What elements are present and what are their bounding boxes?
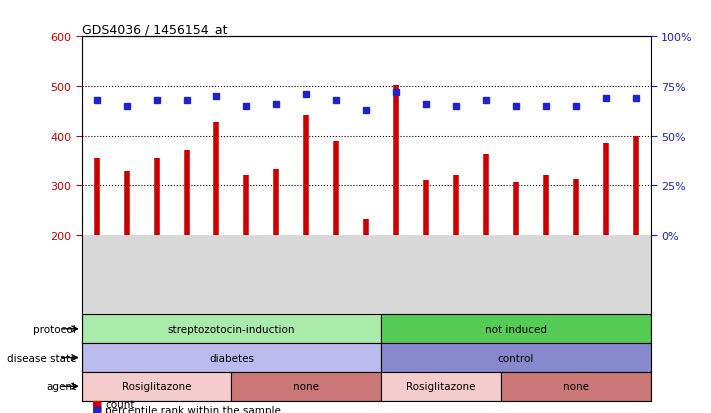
Text: none: none	[562, 381, 589, 391]
Bar	[381, 372, 501, 401]
Text: count: count	[105, 399, 134, 409]
Text: ■: ■	[92, 399, 103, 409]
Text: control: control	[498, 353, 534, 363]
Bar	[82, 343, 381, 372]
Bar	[381, 343, 651, 372]
Text: protocol: protocol	[33, 324, 76, 334]
Bar	[82, 315, 381, 343]
Text: diabetes: diabetes	[209, 353, 254, 363]
Bar	[381, 315, 651, 343]
Text: GDS4036 / 1456154_at: GDS4036 / 1456154_at	[82, 23, 228, 36]
Text: streptozotocin-induction: streptozotocin-induction	[168, 324, 295, 334]
Text: Rosiglitazone: Rosiglitazone	[406, 381, 476, 391]
Bar	[82, 372, 232, 401]
Bar	[501, 372, 651, 401]
Text: Rosiglitazone: Rosiglitazone	[122, 381, 191, 391]
Text: disease state: disease state	[6, 353, 76, 363]
Bar	[232, 372, 381, 401]
Text: not induced: not induced	[485, 324, 547, 334]
Text: agent: agent	[46, 381, 76, 391]
Text: ■: ■	[92, 405, 103, 413]
Text: percentile rank within the sample: percentile rank within the sample	[105, 405, 281, 413]
Text: none: none	[294, 381, 319, 391]
